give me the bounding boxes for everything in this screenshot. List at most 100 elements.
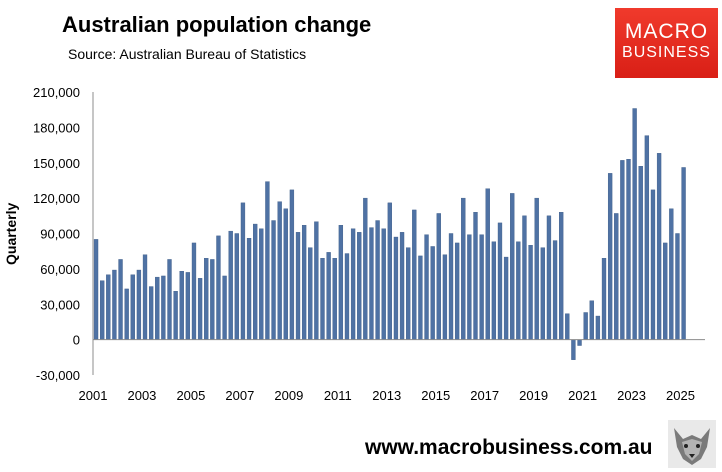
bar — [234, 233, 239, 340]
bar — [681, 167, 686, 340]
bar — [222, 275, 227, 340]
x-tick-label: 2007 — [225, 388, 254, 403]
macrobusiness-logo: MACRO BUSINESS — [615, 8, 718, 78]
logo-line2: BUSINESS — [622, 44, 711, 61]
bar — [412, 209, 417, 340]
axes: -30,000 0 30,000 60,000 90,000 120,000 150,000… — [33, 85, 705, 403]
bar — [565, 313, 570, 340]
logo-line1: MACRO — [624, 20, 709, 43]
bar — [295, 232, 301, 340]
y-tick-label: 0 — [73, 333, 80, 348]
chart-source: Source: Australian Bureau of Statistics — [68, 46, 307, 62]
bar — [130, 274, 135, 340]
x-tick-label: 2013 — [372, 388, 401, 403]
bar — [516, 241, 521, 340]
y-tick-label: 60,000 — [40, 262, 80, 277]
bar — [350, 228, 356, 340]
bar — [191, 242, 197, 340]
bar — [614, 213, 619, 340]
bar — [148, 286, 154, 340]
bar — [93, 239, 99, 340]
y-tick-label: 120,000 — [33, 191, 80, 206]
bar — [253, 223, 258, 340]
x-tick-label: 2019 — [519, 388, 548, 403]
bar — [418, 255, 423, 340]
bar — [216, 235, 221, 340]
bar — [552, 240, 558, 340]
bar — [669, 208, 674, 340]
bar — [589, 300, 594, 340]
bar — [185, 272, 191, 340]
bar — [136, 269, 142, 340]
website-url[interactable]: www.macrobusiness.com.au — [365, 436, 653, 459]
bar-series — [93, 108, 686, 360]
bar — [540, 247, 545, 340]
y-tick-label: -30,000 — [36, 368, 80, 383]
bar — [675, 233, 680, 340]
bar — [534, 197, 539, 340]
y-tick-label: 90,000 — [40, 227, 80, 242]
bar — [338, 225, 344, 340]
bar — [583, 312, 588, 340]
bar — [308, 247, 313, 340]
x-tick-label: 2001 — [79, 388, 108, 403]
x-tick-label: 2011 — [324, 388, 352, 403]
bar — [491, 241, 497, 340]
bar — [240, 202, 246, 340]
bar — [179, 271, 184, 340]
bar — [399, 232, 405, 340]
bar — [155, 276, 160, 340]
bar — [620, 160, 625, 340]
bar — [271, 220, 276, 340]
bar — [656, 153, 662, 340]
wolf-icon — [668, 420, 716, 468]
bar — [559, 212, 564, 340]
bar — [375, 220, 380, 340]
bar — [485, 188, 490, 340]
bar — [479, 234, 484, 340]
bar — [424, 234, 429, 340]
bar — [601, 258, 607, 340]
bar — [106, 274, 111, 340]
bar — [522, 215, 527, 340]
bar — [320, 258, 325, 340]
x-tick-label: 2021 — [568, 388, 597, 403]
bar — [369, 227, 374, 340]
bar — [430, 246, 435, 340]
bar — [197, 278, 203, 340]
bar — [344, 253, 350, 340]
bar — [112, 269, 117, 340]
bar — [326, 252, 331, 340]
bar — [161, 275, 166, 340]
bar — [381, 228, 386, 340]
x-tick-label: 2005 — [176, 388, 205, 403]
bar — [663, 242, 668, 340]
bar — [228, 230, 233, 340]
x-tick-label: 2025 — [666, 388, 695, 403]
x-tick-label: 2017 — [470, 388, 499, 403]
bar — [638, 166, 643, 340]
bar — [301, 225, 307, 340]
bar — [546, 215, 552, 340]
bar — [644, 135, 650, 340]
bar — [246, 238, 252, 340]
bar — [204, 258, 209, 340]
bar — [142, 254, 148, 340]
bar — [283, 208, 288, 340]
bar — [100, 280, 105, 340]
bar — [289, 189, 295, 340]
bar — [210, 259, 215, 340]
x-tick-label: 2023 — [617, 388, 646, 403]
bar — [454, 242, 460, 340]
bar — [497, 222, 503, 340]
bar — [461, 197, 466, 340]
bar — [577, 339, 582, 346]
bar — [595, 315, 601, 340]
bar — [314, 221, 319, 340]
bar — [436, 213, 441, 340]
bar — [332, 258, 337, 340]
bar — [173, 291, 178, 340]
x-tick-label: 2009 — [274, 388, 303, 403]
bar — [510, 193, 515, 340]
